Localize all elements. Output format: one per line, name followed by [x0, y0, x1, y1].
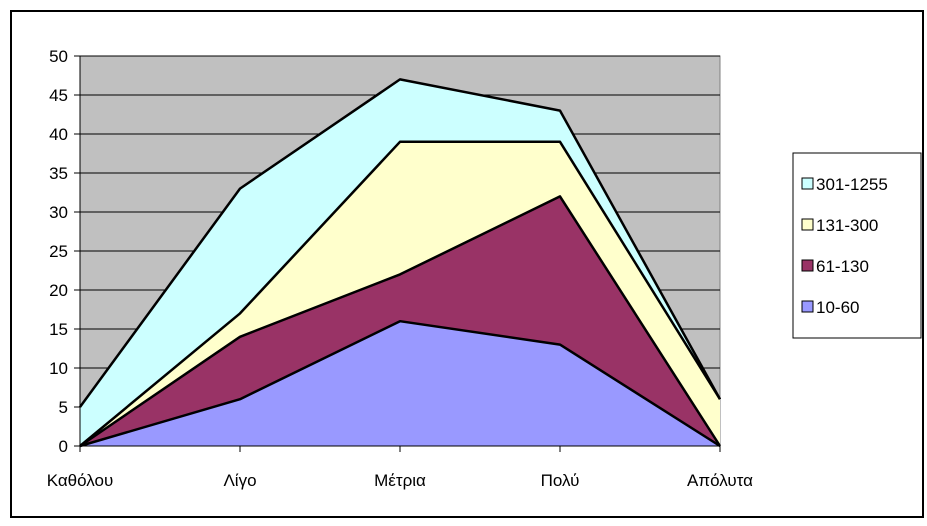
series-areas [78, 78, 722, 448]
y-tick-label: 50 [49, 47, 68, 66]
y-tick-label: 10 [49, 359, 68, 378]
legend: 301-1255 131-300 61-130 10-60 [792, 152, 922, 339]
legend-label-61-130: 61-130 [816, 257, 869, 276]
legend-swatch-131-300 [801, 218, 814, 231]
legend-swatch-301-1255 [801, 177, 814, 190]
series-line-131-300 [79, 140, 722, 447]
y-tick-label: 45 [49, 86, 68, 105]
x-tick-label: Καθόλου [47, 471, 114, 490]
legend-label-301-1255: 301-1255 [816, 175, 888, 194]
x-tick-label: Πολύ [541, 471, 580, 490]
legend-label-131-300: 131-300 [816, 216, 878, 235]
y-axis: 0 5 10 15 20 25 30 35 40 45 50 [49, 47, 81, 456]
x-tick-label: Απόλυτα [687, 471, 753, 490]
area-series-10-60 [80, 321, 720, 446]
y-tick-label: 30 [49, 203, 68, 222]
y-tick-label: 20 [49, 281, 68, 300]
x-tick-label: Λίγο [223, 471, 256, 490]
y-tick-label: 15 [49, 320, 68, 339]
x-axis: Καθόλου Λίγο Μέτρια Πολύ Απόλυτα [47, 445, 753, 490]
series-line-10-60 [79, 319, 721, 448]
area-series-131-300 [80, 141, 720, 447]
y-tick-label: 5 [59, 398, 68, 417]
series-line-301-1255 [78, 78, 722, 408]
legend-swatch-61-130 [801, 259, 814, 272]
area-series-301-1255 [80, 79, 720, 447]
legend-label-10-60: 10-60 [816, 298, 859, 317]
y-tick-label: 0 [59, 437, 68, 456]
legend-box [792, 152, 922, 339]
y-tick-label: 25 [49, 242, 68, 261]
series-line-61-130 [79, 195, 722, 448]
y-tick-label: 35 [49, 164, 68, 183]
y-tick-label: 40 [49, 125, 68, 144]
legend-swatch-10-60 [801, 300, 814, 313]
x-tick-label: Μέτρια [374, 471, 426, 490]
